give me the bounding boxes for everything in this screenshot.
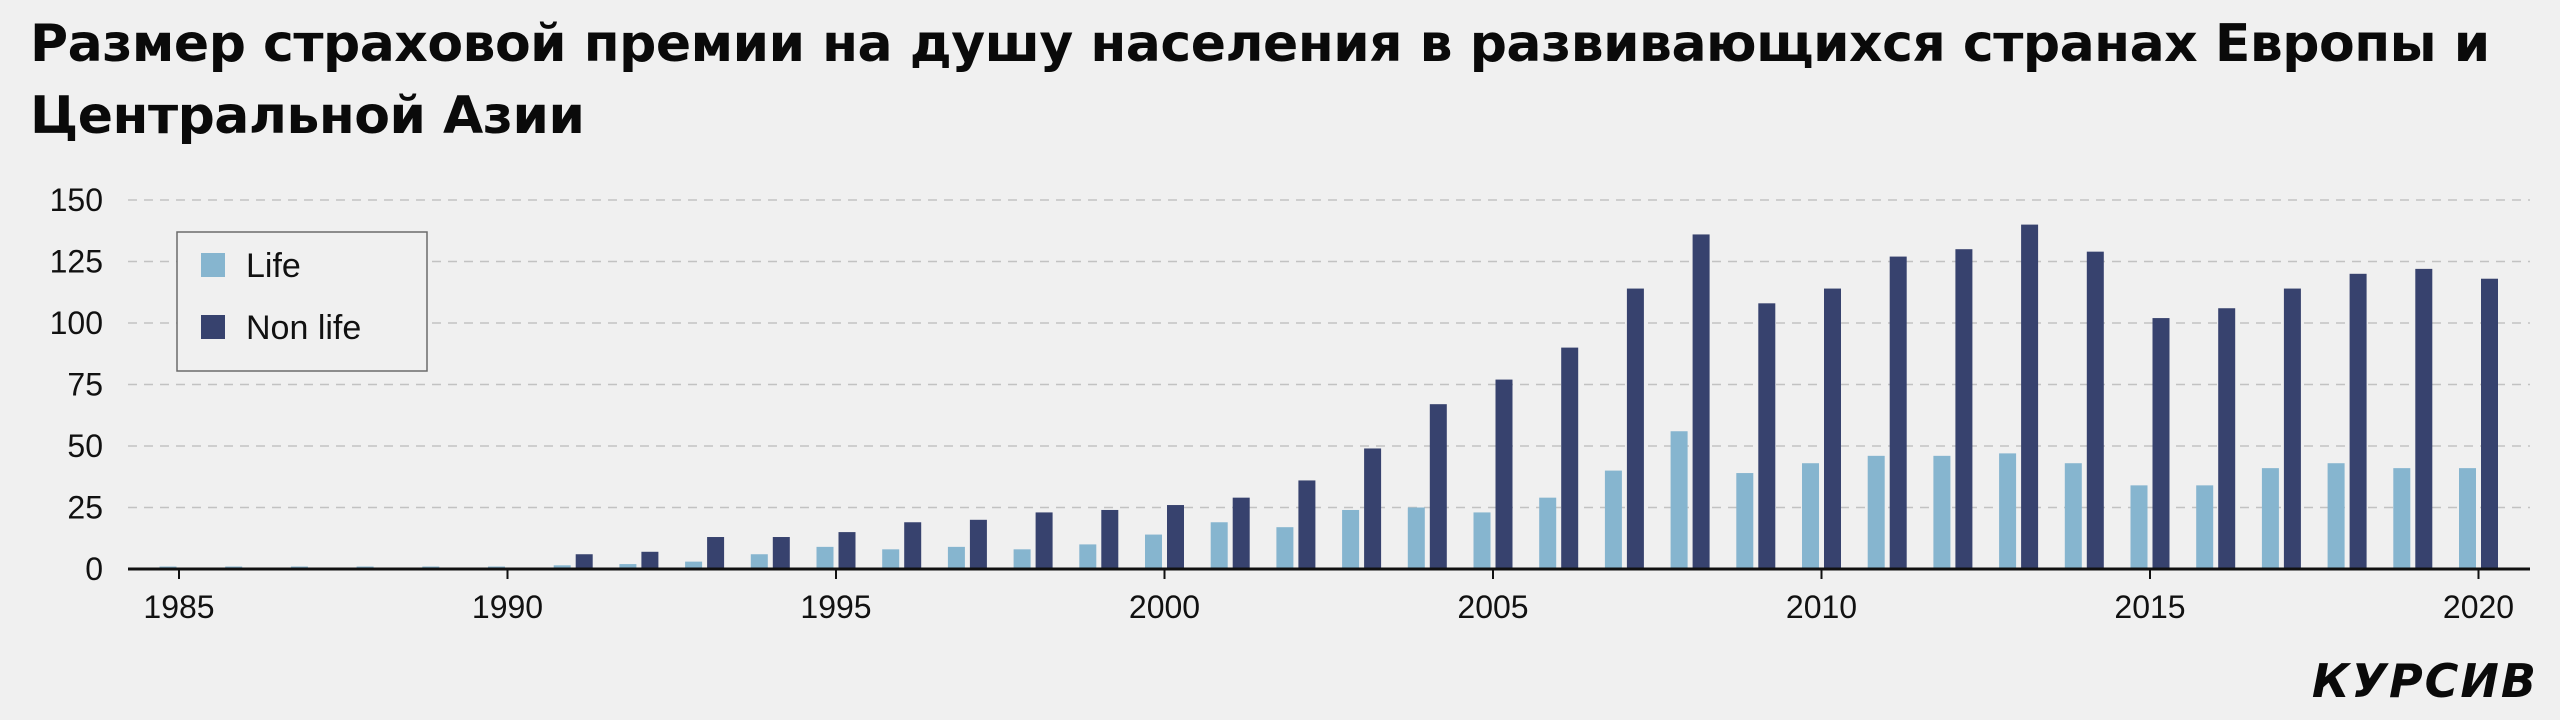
bar-non-life-1999 (1101, 509, 1119, 569)
axes: 0 25 50 75 100 125 150 1985 1990 1995 2000 2005 2010… (50, 182, 2530, 625)
bar-life-2007 (1604, 470, 1622, 569)
bar-non-life-2005 (1495, 379, 1513, 569)
bar-non-life-1991 (575, 554, 593, 569)
bar-life-1997 (947, 546, 965, 569)
y-tick-label: 0 (85, 551, 103, 587)
bar-non-life-2012 (1955, 249, 1973, 569)
bar-non-life-2014 (2086, 251, 2104, 569)
bar-non-life-1995 (838, 532, 856, 569)
bar-life-1993 (685, 561, 703, 569)
bar-life-2013 (1999, 453, 2017, 569)
x-tick-label: 2010 (1786, 589, 1857, 625)
bar-life-1994 (750, 554, 768, 569)
legend-label: Life (246, 247, 301, 285)
bar-life-1992 (619, 564, 637, 569)
y-tick-label: 150 (50, 182, 103, 218)
bar-non-life-1998 (1035, 512, 1053, 569)
x-tick-label: 1985 (143, 589, 214, 625)
bar-non-life-2015 (2152, 318, 2170, 569)
gridlines (128, 199, 2530, 509)
bar-life-2004 (1407, 507, 1425, 569)
bar-non-life-2009 (1758, 303, 1776, 569)
bar-non-life-2016 (2218, 308, 2236, 569)
bar-life-2006 (1539, 497, 1557, 569)
legend-label: Non life (246, 309, 361, 347)
bar-life-2005 (1473, 512, 1491, 569)
legend-box (176, 231, 428, 372)
bar-non-life-2001 (1232, 497, 1250, 569)
bar-life-2002 (1276, 527, 1294, 569)
bar-life-2009 (1736, 473, 1754, 569)
y-tick-label: 100 (50, 305, 103, 341)
y-tick-label: 125 (50, 244, 103, 280)
x-tick-label: 1990 (472, 589, 543, 625)
bar-non-life-2003 (1364, 448, 1382, 569)
bar-non-life-2006 (1561, 347, 1579, 569)
bar-life-1995 (816, 546, 834, 569)
bars (159, 224, 2498, 569)
bar-non-life-2013 (2021, 224, 2039, 569)
legend-swatch (201, 315, 225, 339)
bar-life-1998 (1013, 549, 1031, 569)
y-tick-label: 75 (67, 367, 103, 403)
bar-life-1991 (553, 565, 571, 569)
bar-non-life-2017 (2283, 288, 2301, 569)
x-tick-label: 2000 (1129, 589, 1200, 625)
bar-non-life-2004 (1429, 404, 1447, 569)
x-tick-label: 2005 (1457, 589, 1528, 625)
y-tick-label: 25 (67, 490, 103, 526)
bar-life-2003 (1342, 509, 1360, 569)
bar-non-life-2007 (1626, 288, 1644, 569)
bar-life-2015 (2130, 485, 2148, 569)
x-tick-label: 2020 (2443, 589, 2514, 625)
bar-non-life-2010 (1824, 288, 1841, 569)
bar-life-1999 (1079, 544, 1097, 569)
chart-title: Размер страховой премии на душу населени… (30, 14, 2490, 146)
y-tick-label: 50 (67, 428, 103, 464)
bar-life-2019 (2393, 468, 2411, 569)
bar-non-life-2000 (1167, 505, 1184, 569)
bar-life-2017 (2261, 468, 2279, 569)
bar-non-life-1996 (904, 522, 922, 569)
bar-non-life-2020 (2481, 278, 2498, 569)
bar-life-2000 (1145, 534, 1162, 569)
bar-life-2016 (2196, 485, 2214, 569)
bar-life-2011 (1867, 455, 1885, 569)
bar-non-life-2019 (2415, 268, 2433, 569)
bar-life-2018 (2327, 463, 2345, 569)
bar-non-life-2011 (1889, 256, 1907, 569)
bar-life-2010 (1802, 463, 1819, 569)
legend-swatch (201, 253, 225, 277)
bar-life-2008 (1670, 431, 1688, 569)
kursiv-logo: КУРСИВ (2311, 654, 2538, 708)
bar-life-2020 (2459, 468, 2476, 569)
legend: Life Non life (176, 231, 428, 372)
bar-life-2001 (1210, 522, 1228, 569)
bar-non-life-1993 (707, 537, 725, 569)
bar-non-life-1997 (969, 519, 987, 569)
bar-non-life-2002 (1298, 480, 1316, 569)
bar-life-1996 (882, 549, 900, 569)
bar-life-2012 (1933, 455, 1951, 569)
bar-non-life-2008 (1692, 234, 1710, 569)
x-tick-label: 1995 (800, 589, 871, 625)
bar-non-life-1992 (641, 551, 659, 569)
bar-life-2014 (2064, 463, 2082, 569)
bar-non-life-1994 (772, 537, 790, 569)
x-tick-label: 2015 (2114, 589, 2185, 625)
bar-non-life-2018 (2349, 273, 2367, 569)
